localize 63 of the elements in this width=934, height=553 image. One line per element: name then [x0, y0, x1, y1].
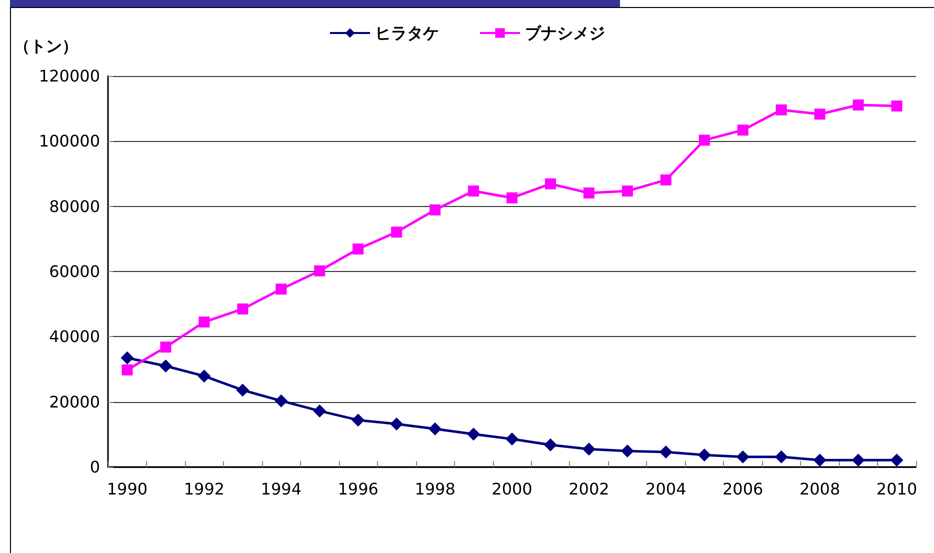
x-tick-label: 1994	[260, 480, 302, 498]
point	[852, 100, 864, 110]
y-tick-label: 40000	[49, 327, 100, 346]
point	[620, 444, 634, 458]
point	[468, 186, 480, 197]
point	[159, 359, 172, 372]
point	[660, 174, 672, 186]
x-tick-label: 1998	[414, 480, 456, 498]
point	[776, 104, 787, 116]
point	[506, 432, 518, 446]
point	[774, 450, 788, 464]
point	[314, 265, 326, 276]
point	[737, 124, 748, 136]
y-tick-label: 80000	[49, 196, 100, 216]
point	[276, 284, 287, 295]
y-tick-label: 100000	[38, 132, 100, 151]
point	[198, 316, 210, 328]
y-axis-title: （トン）	[14, 36, 78, 56]
point	[352, 244, 364, 255]
point	[391, 226, 402, 238]
x-tick-label: 1992	[184, 480, 225, 498]
y-tick-label: 60000	[49, 262, 100, 281]
point	[891, 100, 902, 112]
x-tick-label: 2002	[568, 480, 610, 498]
point	[622, 186, 633, 197]
x-tick-label: 2004	[646, 480, 686, 498]
y-tick-label: 120000	[38, 66, 100, 86]
point	[544, 178, 556, 190]
point	[428, 422, 442, 436]
point	[352, 414, 365, 427]
point	[198, 370, 211, 383]
x-tick-label: 1990	[106, 480, 148, 498]
point	[583, 187, 594, 198]
point	[814, 108, 826, 120]
point	[274, 394, 288, 408]
x-tick-label: 2010	[876, 480, 918, 498]
point	[582, 442, 596, 456]
x-tick-label: 2006	[722, 480, 764, 498]
legend-label: ブナシメジ	[525, 24, 605, 42]
point	[544, 438, 557, 452]
point	[160, 342, 172, 353]
x-tick-label: 2000	[492, 480, 532, 498]
x-tick-label: 1996	[338, 480, 378, 498]
point	[890, 454, 904, 467]
point	[430, 204, 441, 216]
point	[467, 428, 480, 441]
point	[813, 454, 826, 467]
point	[236, 384, 250, 397]
point	[313, 404, 326, 418]
point	[390, 417, 404, 430]
point	[122, 364, 133, 376]
x-tick-label: 2008	[799, 480, 840, 498]
y-tick-label: 20000	[49, 392, 100, 412]
point	[659, 446, 672, 459]
point	[506, 192, 518, 204]
y-tick-label: 0	[90, 458, 100, 476]
point	[852, 454, 865, 467]
point	[698, 448, 711, 462]
point	[698, 134, 710, 146]
point	[237, 303, 248, 314]
point	[120, 351, 134, 364]
legend-label: ヒラタケ	[375, 24, 439, 42]
point	[736, 450, 750, 464]
